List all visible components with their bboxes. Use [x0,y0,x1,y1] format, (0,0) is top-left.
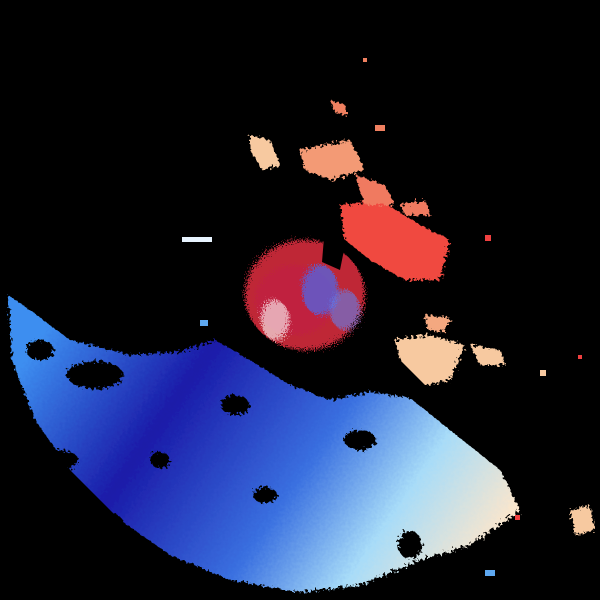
no-echo-gaps [26,340,422,559]
outbound-velocity-region [250,100,595,535]
ground-clutter-region [245,240,365,350]
clutter-gap [322,225,345,270]
inbound-velocity-region [8,295,520,592]
scattered-echoes [182,58,582,576]
